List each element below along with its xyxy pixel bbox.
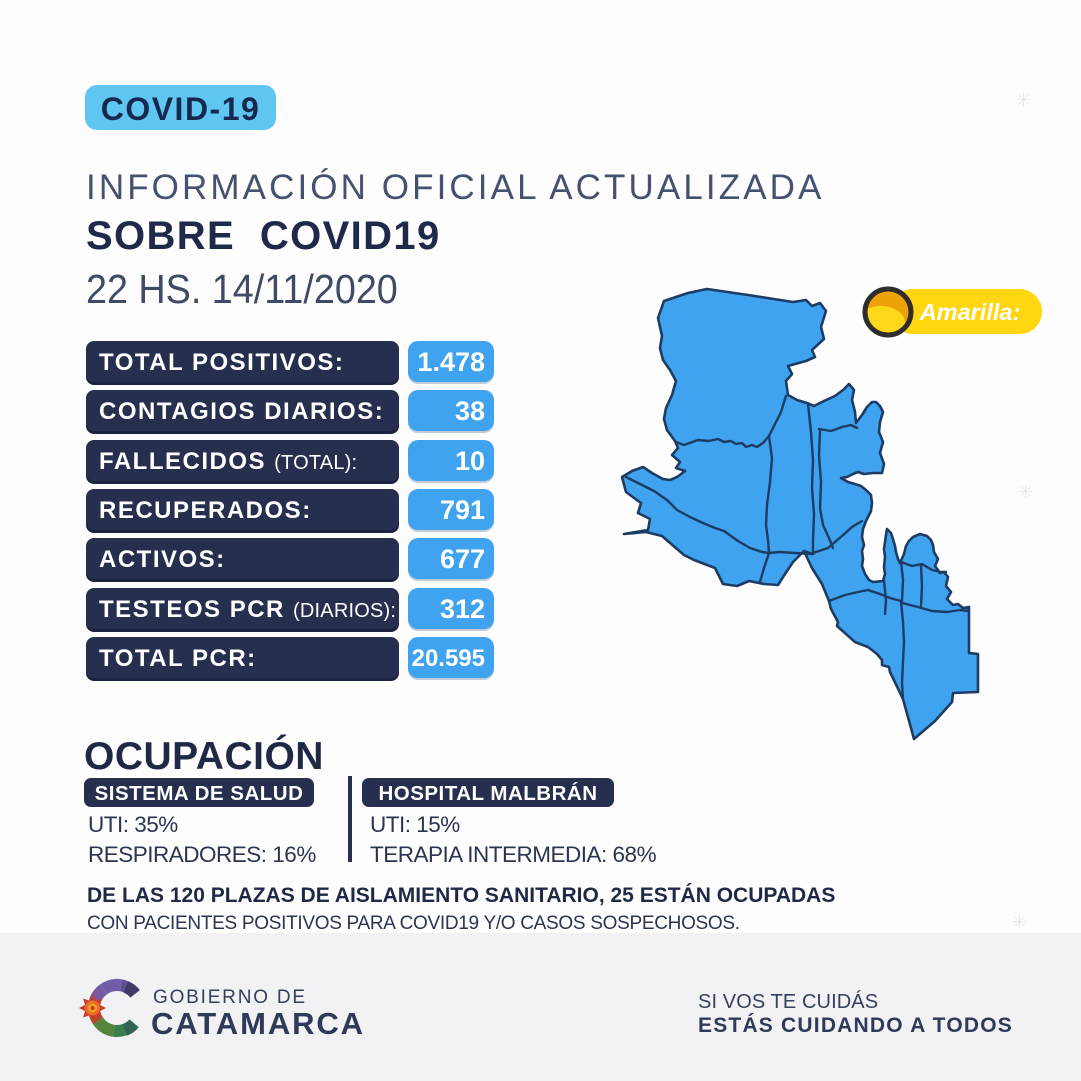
svg-text:Amarilla:: Amarilla: xyxy=(919,299,1021,325)
